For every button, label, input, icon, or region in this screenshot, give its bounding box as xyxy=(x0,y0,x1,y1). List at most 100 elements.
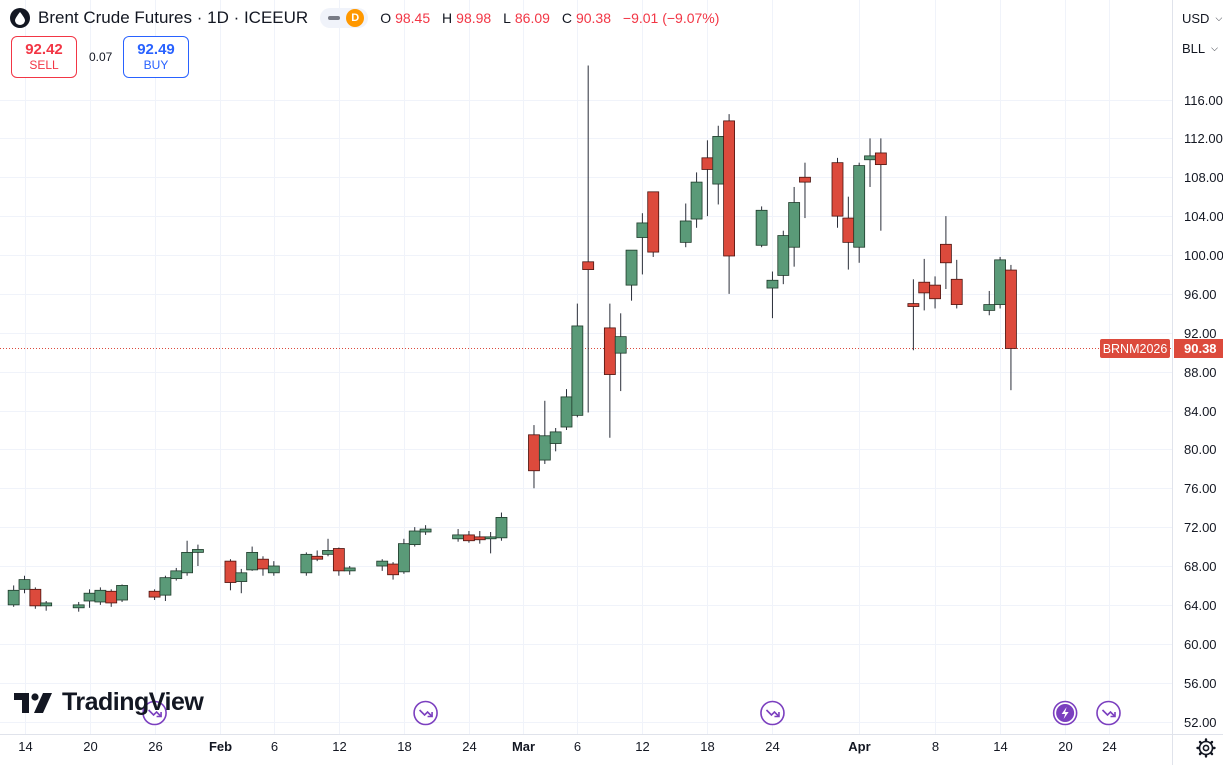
candle-up xyxy=(560,389,573,430)
candle-body xyxy=(18,579,31,590)
candle-down xyxy=(842,196,855,270)
price-tick-label: 84.00 xyxy=(1184,404,1217,419)
price-tick-label: 92.00 xyxy=(1184,326,1217,341)
price-axis[interactable]: 52.00 56.00 60.00 64.00 68.00 72.00 76.00 80.00… xyxy=(1184,93,1223,730)
status-pill[interactable]: D xyxy=(320,8,369,28)
candle-down xyxy=(473,531,486,544)
candle-body xyxy=(983,304,996,311)
candle-body xyxy=(929,284,941,300)
price-tick-label: 60.00 xyxy=(1184,637,1217,652)
candle-up xyxy=(614,313,627,392)
candle-body xyxy=(235,572,248,582)
candle-body xyxy=(918,281,931,294)
market-closed-icon xyxy=(328,16,341,20)
drop-icon xyxy=(10,8,30,28)
candle-body xyxy=(29,588,42,607)
price-tick-label: 88.00 xyxy=(1184,365,1217,380)
candle-up xyxy=(679,203,692,248)
ohlc-high: 98.98 xyxy=(456,10,492,26)
price-tick-label: 116.00 xyxy=(1184,93,1223,108)
candle-up xyxy=(452,529,465,542)
candle-body xyxy=(397,543,410,573)
candle-body xyxy=(495,517,508,539)
unit-label: BLL xyxy=(1182,40,1206,56)
buy-button[interactable]: 92.49 BUY xyxy=(123,36,189,78)
candle-body xyxy=(538,435,551,461)
candle-body xyxy=(408,530,421,546)
time-tick-label: 24 xyxy=(765,739,779,754)
price-tick-label: 76.00 xyxy=(1184,481,1217,496)
candle-down xyxy=(723,114,735,294)
candle-down xyxy=(29,587,42,609)
gear-icon[interactable] xyxy=(1196,738,1216,758)
candle-up xyxy=(300,552,313,576)
candle-up xyxy=(181,540,194,576)
candle-up xyxy=(343,566,356,575)
candle-down xyxy=(918,258,931,311)
candle-up xyxy=(538,400,551,464)
ohlc-change: −9.01 (−9.07%) xyxy=(622,10,720,26)
candle-up xyxy=(983,290,996,316)
time-axis[interactable]: 14 20 26 Feb 6 12 18 24 Mar 6 12 18 24 Apr 8 14 20 24 xyxy=(18,739,1116,754)
candle-body xyxy=(690,181,703,220)
time-tick-label: 24 xyxy=(462,739,476,754)
candle-body xyxy=(777,235,790,276)
candle-body xyxy=(181,551,194,574)
candle-up xyxy=(94,587,107,605)
price-tick-label: 52.00 xyxy=(1184,715,1217,730)
candle-up xyxy=(419,525,432,535)
candle-body xyxy=(246,551,259,571)
candle-down xyxy=(647,191,660,257)
candle-body xyxy=(636,222,649,238)
candle-down xyxy=(463,531,475,543)
candle-body xyxy=(473,536,486,541)
symbol-badge-text: BRNM2026 xyxy=(1103,342,1168,356)
unit-select[interactable]: BLL ⌵ xyxy=(1177,35,1223,61)
candle-body xyxy=(83,592,96,602)
candle-up xyxy=(397,538,410,574)
price-tick-label: 108.00 xyxy=(1184,170,1223,185)
price-tick-label: 64.00 xyxy=(1184,598,1217,613)
time-tick-label: 12 xyxy=(332,739,346,754)
time-tick-label: 20 xyxy=(1058,739,1072,754)
candle-body xyxy=(484,536,497,540)
ohlc-readout: O 98.45 H 98.98 L 86.09 C 90.38 −9.01 (−9.07… xyxy=(380,10,720,26)
candle-up xyxy=(788,186,801,267)
candle-body xyxy=(332,548,345,572)
candle-body xyxy=(582,261,595,270)
currency-select[interactable]: USD ⌵ xyxy=(1177,5,1223,31)
candle-up xyxy=(116,584,128,602)
candle-body xyxy=(452,534,465,540)
candle-down xyxy=(603,303,616,438)
candle-up xyxy=(192,544,204,566)
candles-layer xyxy=(7,65,1017,612)
time-tick-label: 26 xyxy=(148,739,162,754)
candle-up xyxy=(18,575,31,594)
candle-body xyxy=(755,209,768,246)
candle-up xyxy=(72,601,85,612)
candle-body xyxy=(614,336,627,354)
candle-down xyxy=(701,140,714,217)
candle-up xyxy=(777,230,790,285)
candle-body xyxy=(842,217,855,243)
time-tick-label: 12 xyxy=(635,739,649,754)
candle-down xyxy=(907,279,920,351)
last-price-text: 90.38 xyxy=(1184,341,1217,356)
candle-body xyxy=(950,278,963,305)
candle-down xyxy=(799,162,811,219)
chevron-down-icon: ⌵ xyxy=(1211,42,1218,53)
candle-down xyxy=(929,276,941,309)
candle-up xyxy=(170,567,183,581)
symbol-title[interactable]: Brent Crude Futures · 1D · ICEEUR xyxy=(38,8,309,27)
time-tick-label: 14 xyxy=(993,739,1007,754)
candle-body xyxy=(831,162,844,217)
candle-body xyxy=(766,279,779,289)
dividend-event-icon xyxy=(142,700,167,726)
ohlc-close: 90.38 xyxy=(575,10,611,26)
candle-body xyxy=(788,202,801,248)
tradingview-logo[interactable]: TradingView xyxy=(14,688,204,717)
time-tick-label: 20 xyxy=(83,739,97,754)
sell-button[interactable]: 92.42 SELL xyxy=(11,36,77,78)
